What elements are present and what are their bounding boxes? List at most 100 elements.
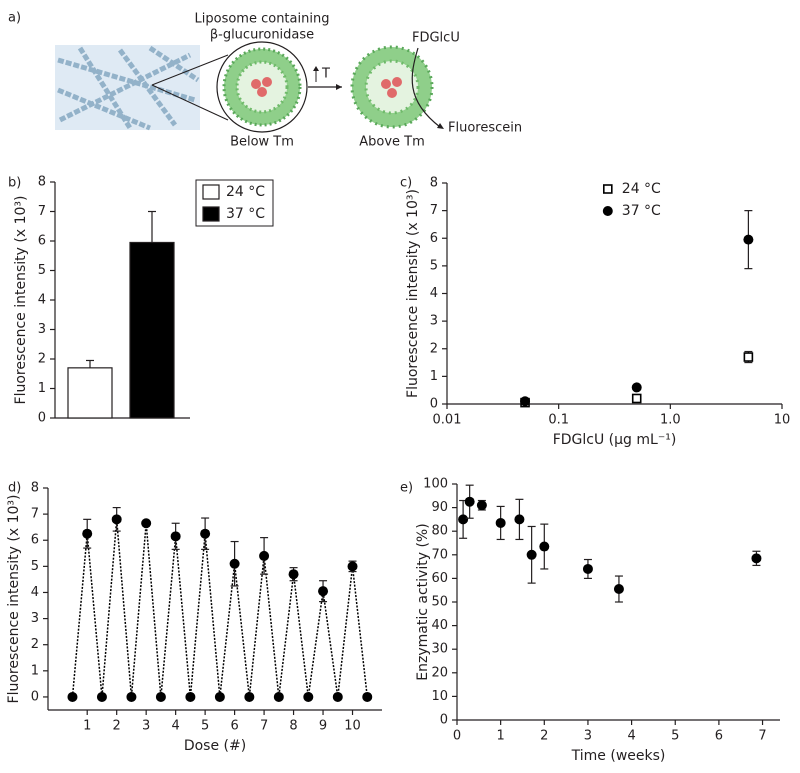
legend-label: 24 °C [622, 181, 661, 197]
y-tick-label: 30 [431, 642, 448, 657]
y-tick-label: 4 [430, 286, 438, 301]
y-tick-label: 7 [31, 507, 39, 522]
liposome-title: Liposome containing [195, 12, 330, 27]
marker [185, 691, 196, 702]
y-tick-label: 0 [31, 689, 39, 704]
panel-label: c) [400, 176, 412, 191]
marker [82, 528, 93, 539]
y-tick-label: 7 [38, 204, 46, 219]
x-tick-label: 5 [201, 719, 209, 734]
marker [141, 518, 152, 529]
marker [347, 561, 358, 572]
marker [318, 586, 329, 597]
below-label: Below Tm [230, 135, 294, 150]
x-tick-label: 7 [260, 719, 268, 734]
marker [458, 514, 469, 525]
liposome-title: β-glucuronidase [210, 28, 314, 43]
y-tick-label: 8 [38, 175, 46, 190]
y-tick-label: 20 [431, 665, 448, 680]
y-tick-label: 6 [38, 234, 46, 249]
marker [495, 517, 506, 528]
y-axis-label: Fluorescence intensity (x 10³) [405, 189, 421, 398]
x-axis-label: Dose (#) [184, 738, 246, 754]
x-tick-label: 8 [289, 719, 297, 734]
marker [259, 550, 270, 561]
y-tick-label: 50 [431, 595, 448, 610]
y-tick-label: 6 [430, 231, 438, 246]
y-tick-label: 10 [431, 689, 448, 704]
diagram: a) Liposome containing β-glucuronidase B… [8, 11, 522, 150]
bar [67, 367, 113, 419]
legend-swatch [202, 206, 220, 222]
x-tick-label: 0.01 [433, 413, 462, 428]
y-tick-label: 1 [31, 663, 39, 678]
x-tick-label: 1.0 [660, 413, 681, 428]
marker [155, 691, 166, 702]
y-tick-label: 1 [430, 369, 438, 384]
x-tick-label: 10 [774, 413, 791, 428]
y-tick-label: 5 [430, 258, 438, 273]
y-tick-label: 40 [431, 618, 448, 633]
x-tick-label: 2 [113, 719, 121, 734]
y-tick-label: 8 [430, 176, 438, 191]
marker [303, 691, 314, 702]
x-tick-label: 6 [230, 719, 238, 734]
legend-label: 37 °C [226, 206, 265, 222]
x-tick-label: 10 [344, 719, 361, 734]
x-tick-label: 3 [584, 729, 592, 744]
marker [288, 569, 299, 580]
y-tick-label: 70 [431, 547, 448, 562]
y-tick-label: 2 [38, 352, 46, 367]
x-tick-label: 5 [671, 729, 679, 744]
panel-label: a) [8, 11, 21, 26]
x-axis-label: Time (weeks) [571, 748, 666, 764]
y-axis-label: Fluorescence intensity (x 10³) [6, 495, 22, 704]
x-axis-label: FDGlcU (μg mL⁻¹) [553, 432, 677, 448]
legend-marker [602, 206, 613, 216]
marker [229, 558, 240, 569]
bar [129, 241, 175, 419]
x-tick-label: 1 [83, 719, 91, 734]
marker [111, 514, 122, 525]
y-tick-label: 8 [31, 481, 39, 496]
marker [476, 500, 487, 511]
y-tick-label: 100 [423, 477, 448, 492]
x-tick-label: 9 [319, 719, 327, 734]
y-tick-label: 5 [31, 559, 39, 574]
fibers [57, 45, 200, 131]
y-tick-label: 5 [38, 263, 46, 278]
marker [214, 691, 225, 702]
y-tick-label: 2 [31, 637, 39, 652]
above-label: Above Tm [359, 135, 425, 150]
y-tick-label: 3 [31, 611, 39, 626]
marker [743, 352, 754, 362]
x-tick-label: 3 [142, 719, 150, 734]
y-tick-label: 2 [430, 341, 438, 356]
x-tick-label: 6 [715, 729, 723, 744]
marker [613, 584, 624, 595]
substrate-label: FDGlcU [412, 31, 460, 46]
y-axis-label: Enzymatic activity (%) [415, 523, 431, 680]
marker [126, 691, 137, 702]
y-tick-label: 0 [440, 713, 448, 728]
legend-label: 24 °C [226, 184, 265, 200]
product-label: Fluorescein [448, 121, 522, 136]
marker [464, 496, 475, 507]
marker [631, 382, 642, 393]
y-tick-label: 0 [430, 397, 438, 412]
marker [170, 531, 181, 542]
marker [514, 514, 525, 525]
y-tick-label: 90 [431, 500, 448, 515]
y-tick-label: 0 [38, 411, 46, 426]
x-tick-label: 0 [453, 729, 461, 744]
legend-marker [602, 184, 613, 194]
panel-label: d) [8, 481, 21, 496]
marker [582, 563, 593, 574]
x-tick-label: 7 [758, 729, 766, 744]
panel-label: e) [400, 481, 413, 496]
marker [96, 691, 107, 702]
legend-swatch [202, 184, 220, 200]
panel-label: b) [8, 176, 21, 191]
line [71, 519, 369, 698]
